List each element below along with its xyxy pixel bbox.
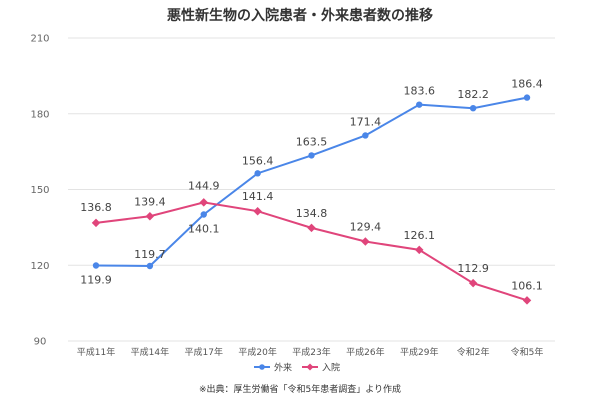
y-tick-label: 210 (30, 34, 49, 45)
data-point (469, 104, 477, 112)
data-label: 119.9 (80, 274, 112, 287)
data-point (91, 218, 101, 228)
legend-marker-nyuin (306, 363, 314, 371)
data-point (254, 170, 261, 177)
y-tick-label: 180 (30, 109, 49, 120)
data-label: 141.4 (242, 190, 274, 203)
data-point (200, 211, 207, 218)
data-point (146, 262, 154, 270)
data-label-layer: 119.9 119.7 140.1 156.4 163.5 171.4 183.6 182.2… (80, 78, 543, 293)
data-point (522, 296, 532, 305)
data-point (308, 152, 315, 159)
x-tick-label: 平成29年 (400, 346, 438, 358)
legend: 外来 入院 (254, 362, 340, 374)
data-label: 119.7 (134, 248, 166, 261)
data-label: 134.8 (296, 207, 328, 220)
y-tick-label: 150 (30, 185, 49, 196)
data-point (416, 101, 423, 108)
data-label: 140.1 (188, 222, 220, 235)
data-point (307, 223, 316, 233)
data-label: 144.9 (188, 179, 220, 192)
series-layer (91, 94, 532, 305)
data-label: 139.4 (134, 195, 166, 208)
x-tick-label: 平成23年 (292, 346, 330, 358)
data-label: 183.6 (404, 85, 436, 98)
data-point (253, 206, 262, 216)
x-axis-ticks: 平成11年 平成14年 平成17年 平成20年 平成23年 平成26年 平成29年 令和2年 令… (77, 346, 544, 358)
data-label: 126.1 (404, 229, 436, 242)
y-axis-ticks: 90 120 150 180 210 (30, 34, 49, 348)
data-label: 106.1 (511, 279, 543, 292)
data-point (361, 237, 370, 246)
data-label: 112.9 (457, 262, 489, 275)
data-label: 186.4 (511, 78, 543, 91)
y-tick-label: 120 (30, 261, 49, 272)
x-tick-label: 令和2年 (457, 346, 490, 358)
data-point (92, 262, 100, 269)
legend-label-gairai: 外来 (274, 362, 292, 374)
grid-layer (68, 37, 555, 342)
x-tick-label: 平成11年 (77, 346, 115, 358)
y-tick-label: 90 (34, 337, 47, 348)
chart-title: 悪性新生物の入院患者・外来患者数の推移 (167, 7, 433, 24)
data-label: 171.4 (350, 115, 382, 128)
legend-label-nyuin: 入院 (322, 362, 340, 374)
data-label: 163.5 (296, 135, 328, 148)
x-tick-label: 平成14年 (131, 346, 169, 358)
data-point (468, 278, 478, 288)
data-label: 156.4 (242, 154, 274, 167)
legend-marker-gairai (259, 364, 265, 370)
series-line (95, 96, 528, 268)
source-note: ※出典：厚生労働省「令和5年患者調査」より作成 (199, 383, 401, 395)
x-tick-label: 平成17年 (185, 346, 223, 358)
data-point (362, 132, 369, 139)
data-point (523, 94, 531, 101)
data-label: 136.8 (80, 201, 112, 214)
data-label: 129.4 (350, 221, 382, 234)
data-point (199, 198, 208, 207)
data-point (415, 245, 424, 255)
data-label: 182.2 (457, 88, 489, 101)
x-tick-label: 平成20年 (238, 346, 276, 358)
x-tick-label: 令和5年 (511, 346, 544, 358)
data-point (145, 212, 155, 221)
x-tick-label: 平成26年 (346, 346, 384, 358)
